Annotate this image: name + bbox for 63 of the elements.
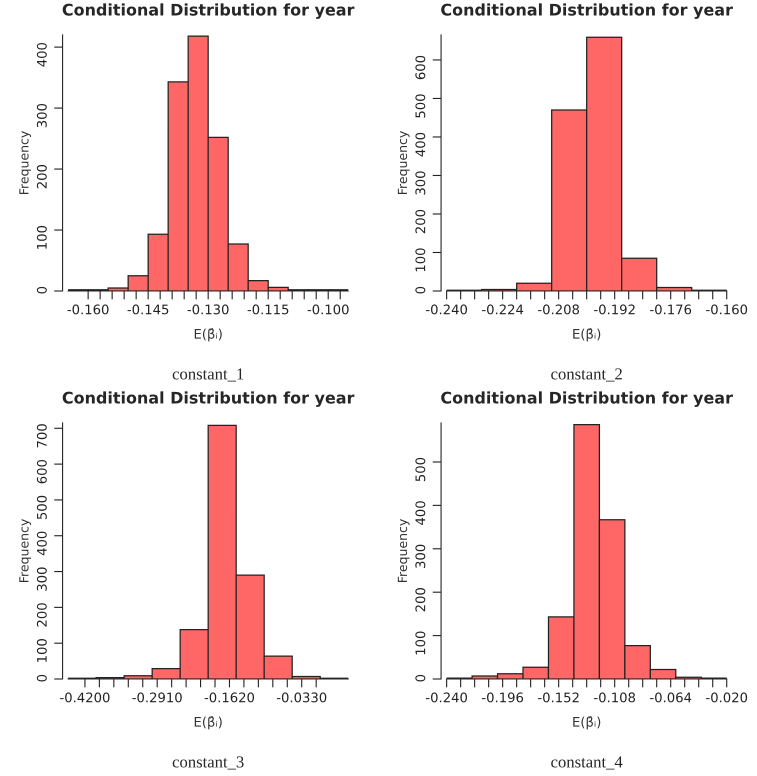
y-axis-title: Frequency <box>398 131 410 194</box>
y-tick-label: 400 <box>36 532 47 556</box>
y-axis-title: Frequency <box>398 519 410 582</box>
y-tick-label: 100 <box>36 639 47 662</box>
x-axis-title: E(β̂ᵢ) <box>194 716 222 730</box>
text: constant_1 <box>172 368 244 382</box>
x-axis-title: E(β̂ᵢ) <box>573 716 600 730</box>
x-tick-label: -0.152 <box>538 692 579 702</box>
x-tick-label: -0.176 <box>650 304 692 314</box>
y-tick-label: 100 <box>415 248 426 272</box>
x-tick-label: -0.108 <box>594 692 636 702</box>
y-tick-label: 600 <box>36 460 47 484</box>
x-axis-title: E(β̂ᵢ) <box>194 328 222 342</box>
x-tick-label: -0.100 <box>308 304 349 314</box>
x-tick-label: -0.064 <box>650 692 692 702</box>
y-tick-label: 200 <box>415 210 426 234</box>
x-tick-label: -0.115 <box>248 304 288 314</box>
y-tick-label: 500 <box>36 496 47 520</box>
x-tick-label: -0.0330 <box>276 692 326 702</box>
x-tick-label: -0.208 <box>538 304 580 314</box>
chart-title: Conditional Distribution for year <box>441 391 733 407</box>
y-tick-label: 200 <box>36 164 47 188</box>
chart-title: Conditional Distribution for year <box>62 391 354 407</box>
y-tick-label: 0 <box>415 674 426 682</box>
y-axis-title: Frequency <box>19 131 32 194</box>
x-tick-label: -0.224 <box>482 304 524 314</box>
y-tick-label: 0 <box>36 674 47 682</box>
x-tick-label: -0.196 <box>482 692 524 702</box>
y-tick-label: 300 <box>36 567 47 591</box>
y-tick-label: 400 <box>36 42 47 67</box>
x-tick-label: -0.2910 <box>132 692 182 702</box>
y-tick-label: 300 <box>36 104 47 128</box>
y-axis-title: Frequency <box>19 519 32 582</box>
y-tick-label: 300 <box>415 171 426 195</box>
y-tick-label: 400 <box>415 132 426 156</box>
y-tick-label: 300 <box>415 544 426 568</box>
chart-title: Conditional Distribution for year <box>62 3 354 19</box>
y-tick-label: 700 <box>36 424 47 448</box>
y-tick-label: 200 <box>36 603 47 627</box>
text: constant_3 <box>172 756 244 770</box>
x-tick-label: -0.160 <box>68 304 109 314</box>
text: constant_4 <box>551 756 623 770</box>
x-tick-label: -0.145 <box>128 304 168 314</box>
x-tick-label: -0.020 <box>706 692 748 702</box>
x-tick-label: -0.192 <box>594 304 635 314</box>
y-tick-label: 600 <box>415 56 426 80</box>
x-tick-label: -0.4200 <box>60 692 110 702</box>
x-axis-title: E(β̂ᵢ) <box>573 328 600 342</box>
y-tick-label: 100 <box>415 631 426 654</box>
y-tick-label: 500 <box>415 94 426 118</box>
chart-title: Conditional Distribution for year <box>441 3 733 19</box>
x-tick-label: -0.240 <box>426 692 468 702</box>
text: constant_2 <box>551 368 622 382</box>
y-tick-label: 200 <box>415 588 426 612</box>
x-tick-label: -0.240 <box>426 304 468 314</box>
y-tick-label: 100 <box>36 226 47 249</box>
x-tick-label: -0.160 <box>706 304 748 314</box>
y-tick-label: 400 <box>415 501 426 525</box>
y-tick-label: 0 <box>36 286 47 294</box>
x-tick-label: -0.1620 <box>204 692 254 702</box>
y-tick-label: 500 <box>415 458 426 482</box>
x-tick-label: -0.130 <box>188 304 229 314</box>
y-tick-label: 0 <box>415 286 426 294</box>
